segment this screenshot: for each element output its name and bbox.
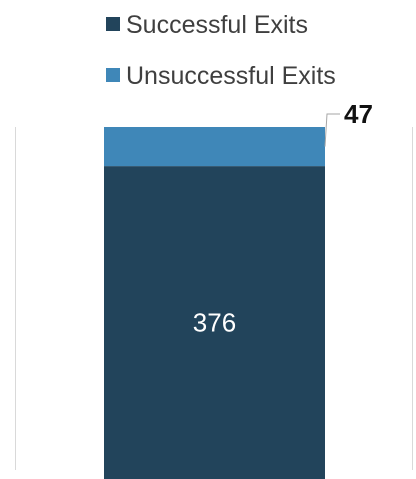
- legend-label-successful-exits: Successful Exits: [126, 11, 308, 39]
- legend-label-unsuccessful-exits: Unsuccessful Exits: [126, 62, 336, 90]
- bar-segment-successful-exits: [104, 166, 325, 479]
- data-label-leader-line: [324, 113, 340, 147]
- legend-swatch-successful-exits: [106, 17, 120, 31]
- legend: Successful Exits Unsuccessful Exits: [106, 11, 336, 90]
- bar-segment-unsuccessful-exits: [104, 127, 325, 167]
- legend-swatch-unsuccessful-exits: [106, 68, 120, 82]
- data-label-unsuccessful-exits: 47: [344, 99, 373, 129]
- data-label-successful-exits: 376: [193, 308, 236, 338]
